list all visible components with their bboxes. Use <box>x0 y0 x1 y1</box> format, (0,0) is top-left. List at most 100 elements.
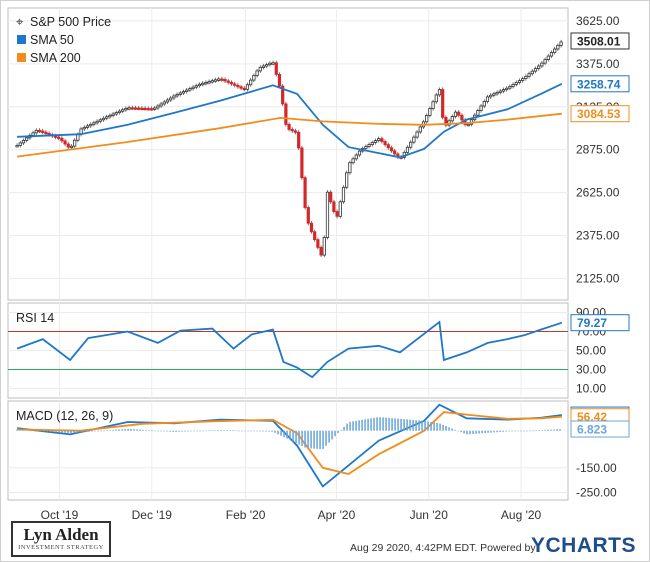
candle <box>316 239 320 248</box>
histogram-bar <box>403 419 405 431</box>
legend-sma200-label: SMA 200 <box>30 51 81 65</box>
histogram-bar <box>382 417 384 431</box>
candle <box>495 92 499 95</box>
histogram-bar <box>424 420 426 431</box>
candle <box>210 80 214 83</box>
histogram-bar <box>202 430 204 432</box>
histogram-bar <box>319 430 321 450</box>
x-tick-label: Feb '20 <box>226 508 266 522</box>
candle <box>357 150 362 156</box>
candle <box>367 144 371 147</box>
histogram-bar <box>199 430 201 432</box>
candle <box>466 123 470 127</box>
candle <box>258 66 262 72</box>
candle <box>332 201 336 212</box>
candle <box>204 81 208 85</box>
histogram-bar <box>343 426 345 431</box>
histogram-bar <box>244 430 246 432</box>
candle <box>194 85 198 88</box>
histogram-bar <box>505 430 507 432</box>
candle <box>412 136 416 143</box>
histogram-bar <box>481 430 483 434</box>
histogram-bar <box>238 430 240 432</box>
candle <box>345 172 349 188</box>
histogram-bar <box>241 430 243 432</box>
price-legend: ⌖ S&P 500 Price SMA 50 SMA 200 <box>16 14 111 65</box>
candle <box>373 140 378 143</box>
candle <box>485 96 490 102</box>
candle <box>105 116 109 119</box>
histogram-bar <box>553 429 555 431</box>
candle <box>274 62 278 75</box>
histogram-bar <box>394 418 396 431</box>
x-tick-label: Aug '20 <box>501 508 542 522</box>
price-panel <box>7 7 569 301</box>
y-tick-label: 3625.00 <box>576 14 620 28</box>
histogram-bar <box>376 417 378 431</box>
histogram-bar <box>22 429 24 431</box>
histogram-bar <box>139 429 141 431</box>
candle <box>431 101 435 109</box>
rsi-legend-label: RSI 14 <box>16 311 54 325</box>
histogram-bar <box>88 430 90 432</box>
candle <box>111 113 115 116</box>
candle <box>31 132 35 136</box>
candle <box>69 145 74 149</box>
histogram-bar <box>400 418 402 431</box>
histogram-bar <box>169 430 171 432</box>
candle <box>290 129 294 132</box>
last-value-tag: 3508.01 <box>570 32 630 50</box>
candle <box>441 89 445 118</box>
histogram-bar <box>442 424 444 431</box>
candle <box>169 97 173 101</box>
histogram-bar <box>280 430 282 436</box>
candle <box>252 75 256 81</box>
histogram-bar <box>40 430 42 432</box>
histogram-bar <box>175 430 177 432</box>
histogram-bar <box>34 430 36 432</box>
lyn-alden-logo: Lyn Alden INVESTMENT STRATEGY <box>11 521 111 557</box>
last-value-text: 3508.01 <box>577 34 621 48</box>
histogram-bar <box>427 421 429 431</box>
histogram-bar <box>487 430 489 433</box>
candle <box>325 191 330 238</box>
candle <box>213 79 218 82</box>
candle <box>559 41 563 46</box>
candle <box>223 79 227 82</box>
histogram-bar <box>355 420 357 431</box>
last-value-box <box>570 105 630 123</box>
histogram-bar <box>220 429 222 431</box>
histogram-bar <box>187 430 189 432</box>
candle <box>501 89 506 92</box>
histogram-bar <box>292 430 294 442</box>
candle <box>60 137 64 142</box>
histogram-bar <box>25 430 27 431</box>
histogram-bar <box>466 430 468 435</box>
candle <box>533 68 538 72</box>
last-value-text: 3084.53 <box>577 107 621 121</box>
candle <box>92 122 96 125</box>
candle <box>178 92 182 95</box>
histogram-bar <box>70 430 72 434</box>
candle <box>245 84 250 90</box>
histogram-bar <box>406 419 408 431</box>
candle <box>95 120 99 124</box>
candle <box>284 103 288 125</box>
y-tick-label: 10.00 <box>576 382 606 396</box>
candle <box>492 93 496 96</box>
histogram-bar <box>286 430 288 439</box>
candle <box>319 246 323 256</box>
candle <box>34 129 38 134</box>
histogram-bar <box>364 419 366 431</box>
last-value-tag: 79.27 <box>570 314 630 332</box>
histogram-bar <box>106 430 108 431</box>
histogram-bar <box>301 430 303 447</box>
histogram-bar <box>112 429 114 431</box>
histogram-bar <box>94 430 96 432</box>
histogram-bar <box>28 430 30 431</box>
candle <box>329 191 333 203</box>
last-value-text: 6.823 <box>577 423 607 437</box>
candle <box>450 116 454 122</box>
histogram-bar <box>64 430 66 433</box>
histogram-bar <box>502 430 504 432</box>
